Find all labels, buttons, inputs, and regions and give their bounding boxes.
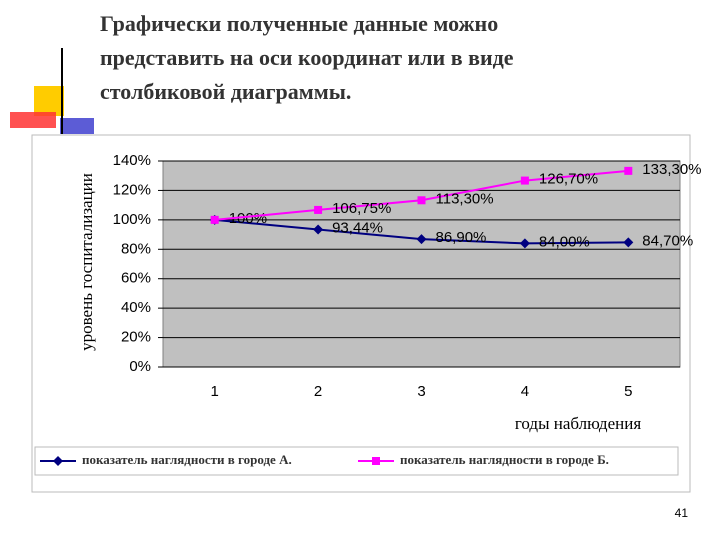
- legend: [34, 446, 679, 476]
- y-tick-label: 100%: [113, 211, 151, 228]
- data-point: [313, 224, 324, 235]
- y-tick-label: 80%: [121, 240, 151, 257]
- legend-label: показатель наглядности в городе А.: [82, 452, 292, 467]
- data-label: 126,70%: [539, 171, 598, 188]
- data-label: 113,30%: [436, 190, 494, 207]
- y-axis-title: уровень госпитализации: [77, 173, 96, 351]
- legend-marker: [53, 456, 63, 466]
- y-tick-label: 60%: [121, 270, 151, 287]
- data-label: 93,44%: [332, 219, 383, 236]
- x-axis-title: годы наблюдения: [515, 414, 641, 433]
- x-tick-label: 5: [624, 383, 632, 400]
- data-point: [417, 196, 426, 205]
- legend-label: показатель наглядности в городе Б.: [400, 452, 609, 467]
- x-tick-label: 1: [211, 383, 219, 400]
- slide-title: Графически полученные данные можно: [100, 11, 498, 36]
- data-label: 84,70%: [642, 232, 693, 249]
- data-point: [416, 234, 427, 245]
- decor-red: [10, 112, 56, 128]
- data-point: [314, 205, 323, 214]
- y-tick-label: 140%: [113, 152, 151, 169]
- decor-yellow: [34, 86, 64, 116]
- y-tick-label: 20%: [121, 329, 151, 346]
- data-label: 106,75%: [332, 200, 391, 217]
- data-label: 133,30%: [642, 161, 701, 178]
- data-label: 100%: [229, 210, 267, 227]
- y-tick-label: 120%: [113, 181, 151, 198]
- data-point: [210, 215, 219, 224]
- data-point: [624, 166, 633, 175]
- data-label: 86,90%: [436, 229, 487, 246]
- y-tick-label: 40%: [121, 299, 151, 316]
- data-label: 84,00%: [539, 233, 590, 250]
- x-tick-label: 3: [417, 383, 425, 400]
- slide-title: столбиковой диаграммы.: [100, 79, 351, 104]
- plot-area: [162, 160, 681, 368]
- x-tick-label: 2: [314, 383, 322, 400]
- data-point: [623, 237, 634, 248]
- slide-title: представить на оси координат или в виде: [100, 45, 514, 70]
- x-tick-label: 4: [521, 383, 529, 400]
- legend-marker: [372, 457, 380, 465]
- decor-blue: [60, 118, 94, 134]
- data-point: [519, 238, 530, 249]
- page-number: 41: [675, 506, 689, 520]
- data-point: [520, 176, 529, 185]
- y-tick-label: 0%: [129, 358, 151, 375]
